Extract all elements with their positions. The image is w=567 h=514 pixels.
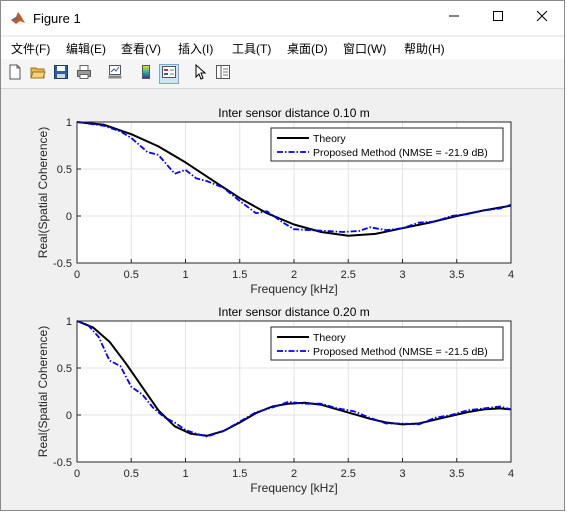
x-tick-label: 1.5 xyxy=(232,269,247,281)
menu-help[interactable]: 帮助(H) xyxy=(404,42,445,56)
y-axis-label: Real(Spatial Coherence) xyxy=(36,326,50,457)
axes-box xyxy=(76,320,512,463)
theory-line xyxy=(76,121,512,237)
proposed-method-line xyxy=(76,320,512,438)
edit-plot-cursor-icon xyxy=(192,63,208,85)
y-tick-label: 0.5 xyxy=(57,363,72,375)
legend-label: Proposed Method (NMSE = -21.9 dB) xyxy=(313,147,488,159)
x-tick-label: 1.5 xyxy=(232,468,247,480)
x-tick-label: 3.5 xyxy=(449,468,464,480)
x-tick-label: 2.5 xyxy=(341,468,356,480)
legend-box xyxy=(270,326,504,361)
menu-desktop[interactable]: 桌面(D) xyxy=(287,42,328,56)
menu-edit[interactable]: 编辑(E) xyxy=(66,42,106,56)
x-axis-label: Frequency [kHz] xyxy=(250,481,337,495)
legend-box xyxy=(270,127,504,162)
property-inspector-button[interactable] xyxy=(213,64,233,84)
minimize-icon xyxy=(448,9,460,27)
menu-file[interactable]: 文件(F) xyxy=(11,42,51,56)
new-figure-button[interactable] xyxy=(5,64,25,84)
open-file-icon xyxy=(30,64,46,85)
colorbar-icon xyxy=(138,64,154,85)
print-button[interactable] xyxy=(74,64,94,84)
x-tick-label: 0 xyxy=(74,269,80,281)
property-inspector-icon xyxy=(215,64,231,85)
y-tick-label: 0 xyxy=(66,410,72,422)
open-file-button[interactable] xyxy=(28,64,48,84)
matlab-logo-icon xyxy=(10,10,26,26)
legend-icon xyxy=(161,64,177,85)
save-icon xyxy=(53,64,69,85)
x-axis-label: Frequency [kHz] xyxy=(250,282,337,296)
axes-box xyxy=(76,121,512,264)
print-icon xyxy=(76,64,92,85)
x-tick-label: 0.5 xyxy=(124,468,139,480)
x-tick-label: 4 xyxy=(508,468,514,480)
x-tick-label: 4 xyxy=(508,269,514,281)
x-tick-label: 0.5 xyxy=(124,269,139,281)
y-axis-label: Real(Spatial Coherence) xyxy=(36,127,50,258)
save-button[interactable] xyxy=(51,64,71,84)
edit-plot-button[interactable] xyxy=(190,63,210,85)
window-title: Figure 1 xyxy=(33,11,81,26)
x-tick-label: 2 xyxy=(291,269,297,281)
x-tick-label: 2.5 xyxy=(341,269,356,281)
maximize-button[interactable] xyxy=(476,1,520,35)
colorbar-button[interactable] xyxy=(136,64,156,84)
legend-label: Theory xyxy=(313,332,346,344)
close-button[interactable] xyxy=(520,1,564,35)
link-plot-icon xyxy=(107,64,123,85)
x-tick-label: 3 xyxy=(399,468,405,480)
y-tick-label: 1 xyxy=(66,117,72,129)
y-tick-label: -0.5 xyxy=(53,258,72,270)
y-tick-label: 1 xyxy=(66,316,72,328)
title-bar: Figure 1 xyxy=(1,1,564,35)
x-tick-label: 1 xyxy=(182,269,188,281)
close-icon xyxy=(536,9,548,27)
x-tick-label: 2 xyxy=(291,468,297,480)
menu-window[interactable]: 窗口(W) xyxy=(343,42,387,56)
proposed-method-line xyxy=(76,121,512,233)
legend-label: Proposed Method (NMSE = -21.5 dB) xyxy=(313,346,488,358)
toolbar xyxy=(1,59,564,89)
x-tick-label: 0 xyxy=(74,468,80,480)
link-plot-button[interactable] xyxy=(105,64,125,84)
chart-title: Inter sensor distance 0.20 m xyxy=(218,305,369,319)
menu-tools[interactable]: 工具(T) xyxy=(232,42,272,56)
menu-insert[interactable]: 插入(I) xyxy=(178,42,214,56)
new-figure-icon xyxy=(7,64,23,85)
y-tick-label: -0.5 xyxy=(53,457,72,469)
chart-title: Inter sensor distance 0.10 m xyxy=(218,106,369,120)
y-tick-label: 0 xyxy=(66,211,72,223)
x-tick-label: 3 xyxy=(399,269,405,281)
x-tick-label: 3.5 xyxy=(449,269,464,281)
y-tick-label: 0.5 xyxy=(57,164,72,176)
menu-bar: 文件(F) 编辑(E) 查看(V) 插入(I) 工具(T) 桌面(D) 窗口(W… xyxy=(1,37,564,84)
x-tick-label: 1 xyxy=(182,468,188,480)
figure-canvas: 0 0.5 1 1.5 2 2.5 3 3.5 4 1 0.5 0 -0.5 Inter sensor d… xyxy=(4,91,561,509)
minimize-button[interactable] xyxy=(432,1,476,35)
menu-view[interactable]: 查看(V) xyxy=(121,42,161,56)
legend-button[interactable] xyxy=(159,64,179,84)
maximize-icon xyxy=(492,9,504,27)
legend-label: Theory xyxy=(313,133,346,145)
